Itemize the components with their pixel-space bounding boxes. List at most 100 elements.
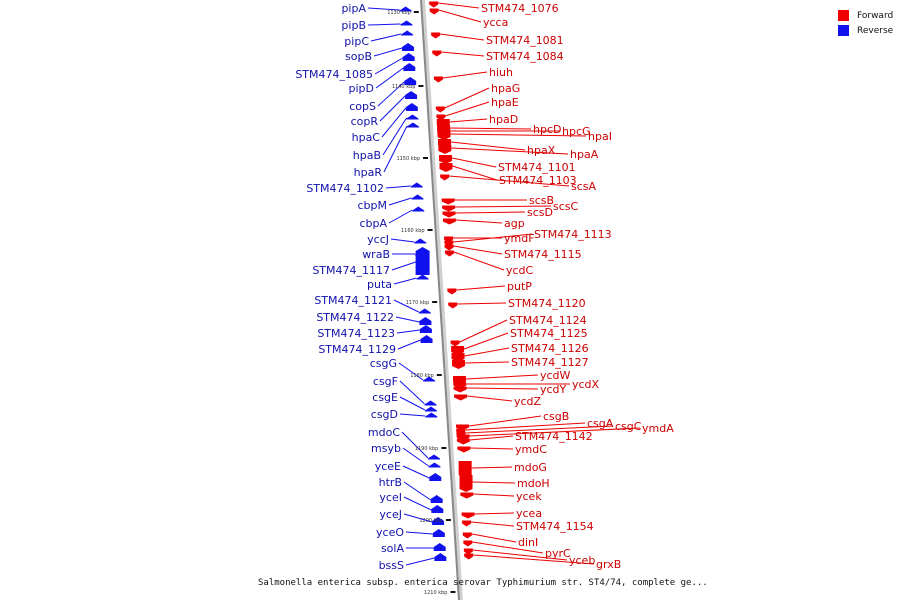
forward-gene-label: hpaI xyxy=(588,130,612,143)
legend-item-forward: Forward xyxy=(838,8,893,23)
reverse-gene-mark xyxy=(432,529,445,537)
forward-gene-label: scsB xyxy=(529,194,554,207)
reverse-connector xyxy=(381,107,407,138)
forward-gene-mark xyxy=(441,198,455,205)
forward-gene-mark xyxy=(442,205,456,212)
forward-connector xyxy=(474,512,515,515)
forward-gene-mark xyxy=(437,131,451,140)
reverse-gene-mark xyxy=(423,376,436,382)
forward-gene-mark xyxy=(444,244,454,251)
reverse-connector xyxy=(403,513,433,523)
reverse-gene-mark xyxy=(405,91,418,99)
forward-connector xyxy=(468,415,542,427)
reverse-connector xyxy=(393,277,417,285)
forward-gene-label: csgA xyxy=(587,417,614,430)
forward-gene-label: STM474_1081 xyxy=(486,34,564,47)
reverse-gene-mark xyxy=(416,274,429,280)
reverse-connector xyxy=(391,261,416,271)
reverse-gene-mark xyxy=(432,517,445,525)
forward-connector xyxy=(445,101,490,117)
legend-label-reverse: Reverse xyxy=(857,25,894,36)
reverse-gene-mark xyxy=(419,325,432,333)
forward-gene-label: STM474_1076 xyxy=(481,2,559,15)
forward-gene-mark xyxy=(458,461,472,478)
forward-gene-label: hpcG xyxy=(562,125,591,138)
reverse-gene-mark xyxy=(411,194,424,200)
forward-gene-mark xyxy=(451,360,465,369)
forward-gene-label: hpaG xyxy=(491,82,520,95)
reverse-gene-mark xyxy=(406,114,419,120)
reverse-connector xyxy=(402,465,430,479)
forward-connector xyxy=(438,2,480,9)
legend: Forward Reverse xyxy=(838,8,893,38)
tick-mark xyxy=(441,447,447,449)
forward-connector xyxy=(457,302,507,305)
reverse-connector xyxy=(385,185,411,189)
forward-gene-label: hpaA xyxy=(570,148,599,161)
reverse-connector xyxy=(367,7,400,11)
forward-connector xyxy=(473,493,515,497)
forward-gene-label: ymdA xyxy=(642,422,674,435)
forward-gene-label: ycdX xyxy=(572,378,600,391)
forward-connector xyxy=(472,481,516,484)
reverse-gene-label: pipA xyxy=(341,2,366,15)
forward-gene-mark xyxy=(463,540,473,547)
forward-connector xyxy=(451,157,497,168)
forward-gene-mark xyxy=(433,76,443,83)
forward-connector xyxy=(452,165,498,181)
forward-gene-mark xyxy=(456,438,470,445)
reverse-connector xyxy=(399,413,426,417)
forward-gene-label: ycea xyxy=(516,507,542,520)
reverse-gene-mark xyxy=(428,462,441,468)
reverse-gene-label: cbpM xyxy=(357,199,387,212)
forward-gene-label: ycdC xyxy=(506,264,534,277)
reverse-gene-label: yccJ xyxy=(367,233,389,246)
forward-gene-mark xyxy=(442,218,456,225)
forward-connector xyxy=(455,219,503,224)
reverse-connector xyxy=(374,57,403,75)
forward-connector xyxy=(464,347,510,357)
forward-connector xyxy=(467,395,513,402)
forward-gene-label: ycdY xyxy=(540,383,567,396)
tick-mark xyxy=(423,157,429,159)
forward-connector xyxy=(444,87,490,109)
reverse-gene-mark xyxy=(434,553,447,561)
reverse-gene-mark xyxy=(402,53,415,61)
forward-connector xyxy=(456,285,506,291)
reverse-gene-label: hpaR xyxy=(354,166,383,179)
reverse-gene-mark xyxy=(419,317,432,325)
reverse-gene-label: pipC xyxy=(344,35,369,48)
forward-gene-label: hpaX xyxy=(527,144,556,157)
forward-connector xyxy=(471,466,513,469)
forward-gene-label: STM474_1113 xyxy=(534,228,612,241)
reverse-gene-label: wraB xyxy=(362,248,390,261)
reverse-gene-mark xyxy=(424,406,437,412)
reverse-gene-mark xyxy=(412,206,425,212)
reverse-gene-label: solA xyxy=(381,542,405,555)
legend-item-reverse: Reverse xyxy=(838,23,893,38)
forward-connector xyxy=(469,427,641,437)
forward-connector xyxy=(469,435,514,441)
forward-gene-label: STM474_1115 xyxy=(504,248,582,261)
reverse-gene-mark xyxy=(404,77,417,85)
forward-connector xyxy=(453,233,533,243)
reverse-gene-label: STM474_1129 xyxy=(318,343,396,356)
tick-mark xyxy=(427,229,433,231)
reverse-gene-mark xyxy=(403,63,416,71)
reverse-gene-label: yceI xyxy=(379,491,402,504)
reverse-gene-label: STM474_1102 xyxy=(306,182,384,195)
sequence-backbone-shadow xyxy=(421,0,463,600)
tick-label: 1190 kbp xyxy=(415,446,439,452)
forward-gene-mark xyxy=(462,520,472,527)
forward-connector xyxy=(471,521,515,527)
forward-gene-label: STM474_1127 xyxy=(511,356,589,369)
reverse-gene-label: yceO xyxy=(376,526,404,539)
reverse-gene-label: puta xyxy=(367,278,392,291)
tick-label: 1160 kbp xyxy=(401,228,425,234)
forward-gene-label: dinI xyxy=(518,536,538,549)
reverse-gene-label: mdoC xyxy=(368,426,400,439)
forward-gene-label: STM474_1103 xyxy=(499,174,577,187)
reverse-gene-mark xyxy=(424,400,437,406)
